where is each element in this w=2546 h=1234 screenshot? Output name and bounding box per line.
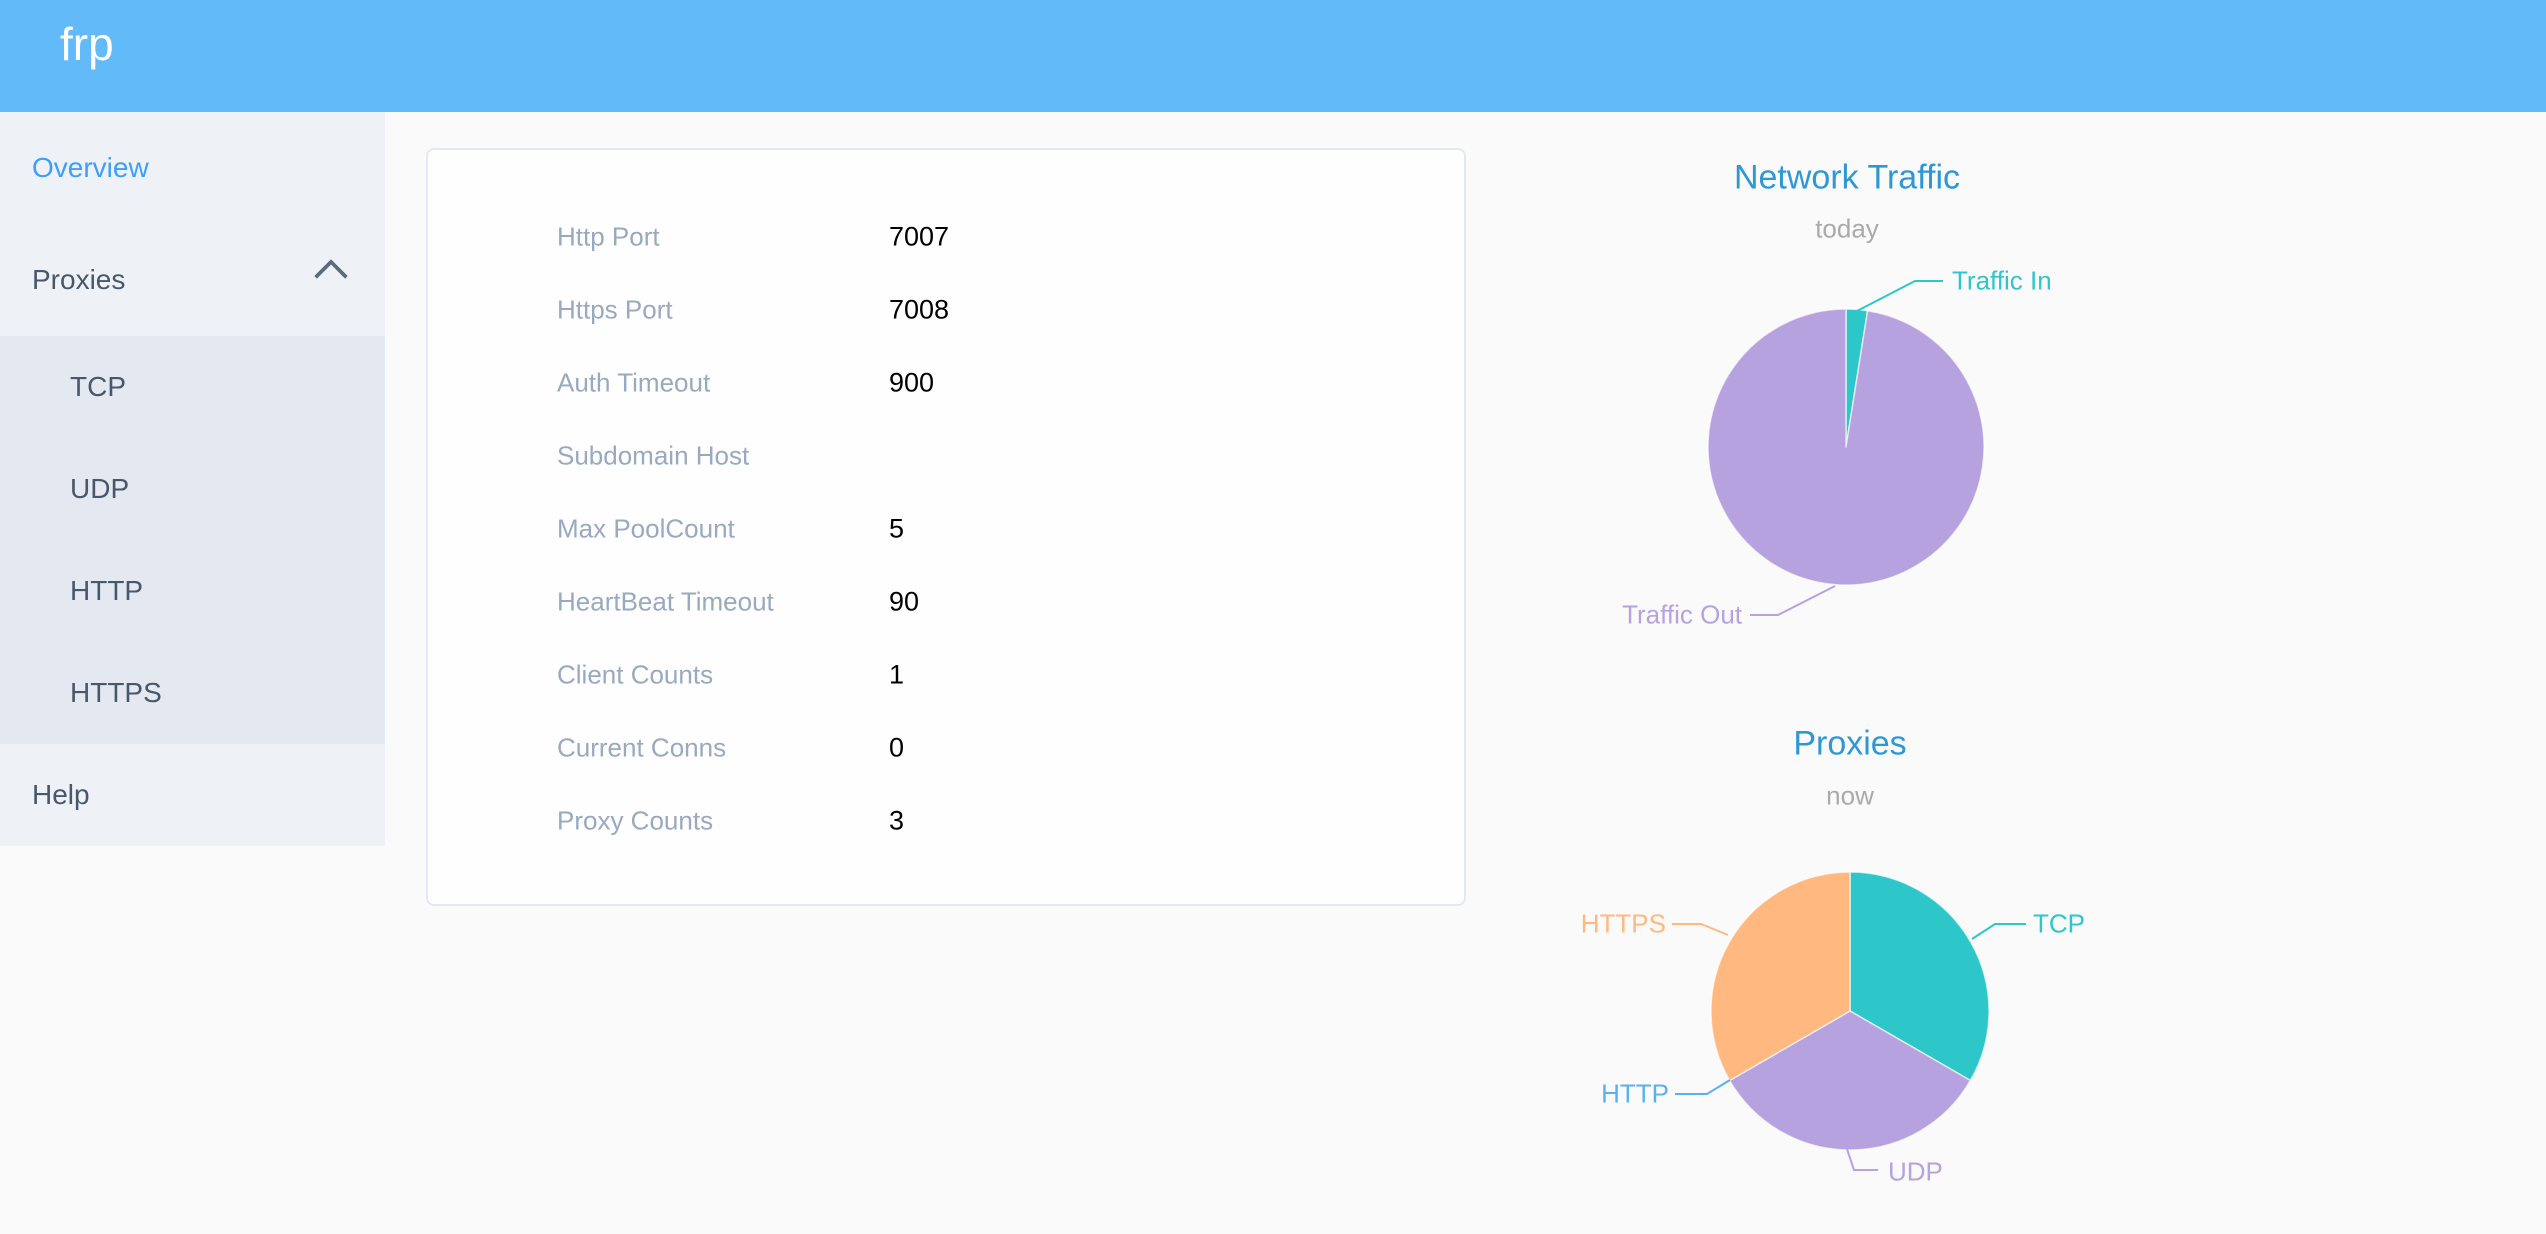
field-label: Current Conns — [557, 732, 727, 762]
sidebar-item-proxies[interactable]: Proxies — [0, 224, 385, 336]
sidebar-item-udp[interactable]: UDP — [0, 438, 385, 540]
config-row: Max PoolCount 5 — [428, 492, 1464, 565]
pie-label-http: HTTP — [1601, 1078, 1669, 1109]
sidebar-item-label: UDP — [70, 473, 130, 504]
sidebar-item-label: Help — [32, 779, 90, 810]
sidebar-item-https[interactable]: HTTPS — [0, 642, 385, 744]
sidebar-item-label: HTTP — [70, 575, 144, 606]
field-value: 7008 — [889, 294, 950, 324]
field-value: 5 — [889, 513, 905, 543]
pie-label-tcp: TCP — [2033, 908, 2085, 939]
config-row: Proxy Counts 3 — [428, 784, 1464, 857]
field-label: Subdomain Host — [557, 440, 750, 470]
field-value: 90 — [889, 586, 920, 616]
pie-slice-tcp[interactable] — [1849, 871, 1990, 1082]
sidebar-item-label: Proxies — [32, 264, 126, 295]
sidebar-item-http[interactable]: HTTP — [0, 540, 385, 642]
field-label: Auth Timeout — [557, 367, 711, 397]
sidebar-item-help[interactable]: Help — [0, 744, 385, 846]
app-header: frp — [0, 0, 2546, 112]
label-line-traffic-in — [1856, 280, 1943, 312]
config-row: HeartBeat Timeout 90 — [428, 565, 1464, 638]
label-line-tcp — [1971, 923, 2026, 940]
network-traffic-title: Network Traffic — [1733, 158, 1961, 197]
server-config-card: Http Port 7007 Https Port 7008 Auth Time… — [426, 148, 1466, 906]
field-label: Http Port — [557, 221, 660, 251]
sidebar-item-label: TCP — [70, 371, 126, 402]
field-value: 0 — [889, 732, 905, 762]
field-label: Proxy Counts — [557, 805, 714, 835]
field-label: HeartBeat Timeout — [557, 586, 774, 616]
sidebar-item-label: Overview — [32, 152, 149, 183]
config-row: Http Port 7007 — [428, 200, 1464, 273]
pie-slice-traffic-out[interactable] — [1707, 308, 1985, 586]
field-value: 900 — [889, 367, 935, 397]
field-label: Https Port — [557, 294, 673, 324]
sidebar: Overview Proxies TCP UDP HTTP HTTPS Help — [0, 112, 385, 846]
proxies-chart-title: Proxies — [1793, 724, 1907, 763]
proxies-submenu: TCP UDP HTTP HTTPS — [0, 336, 385, 744]
sidebar-item-label: HTTPS — [70, 677, 162, 708]
config-row: Client Counts 1 — [428, 638, 1464, 711]
network-traffic-pie — [1707, 280, 1985, 616]
pie-label-traffic-out: Traffic Out — [1622, 599, 1742, 630]
label-line-traffic-out — [1750, 585, 1836, 616]
chevron-up-icon — [314, 259, 348, 293]
config-row: Current Conns 0 — [428, 711, 1464, 784]
pie-slice-https[interactable] — [1710, 871, 1851, 1082]
field-value: 1 — [889, 659, 905, 689]
field-value: 7007 — [889, 221, 950, 251]
sidebar-item-tcp[interactable]: TCP — [0, 336, 385, 438]
label-line-https — [1672, 923, 1729, 936]
label-line-http — [1675, 1079, 1731, 1095]
sidebar-item-overview[interactable]: Overview — [0, 112, 385, 224]
proxies-chart-subtitle: now — [1826, 780, 1874, 811]
field-label: Max PoolCount — [557, 513, 735, 543]
pie-label-udp: UDP — [1888, 1156, 1943, 1187]
proxies-pie — [1672, 871, 2026, 1171]
app-logo: frp — [60, 18, 114, 70]
field-label: Client Counts — [557, 659, 714, 689]
field-value: 3 — [889, 805, 905, 835]
network-traffic-subtitle: today — [1815, 213, 1879, 244]
config-row: Subdomain Host — [428, 419, 1464, 492]
config-row: Https Port 7008 — [428, 273, 1464, 346]
config-row: Auth Timeout 900 — [428, 346, 1464, 419]
pie-label-https: HTTPS — [1580, 908, 1666, 939]
label-line-udp — [1846, 1148, 1878, 1171]
pie-label-traffic-in: Traffic In — [1952, 265, 2052, 296]
